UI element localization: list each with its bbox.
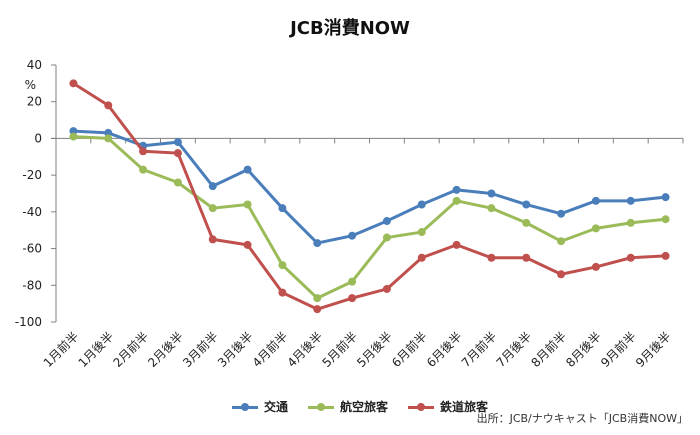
data-point: [417, 253, 426, 262]
data-point: [626, 253, 635, 262]
x-tick-label: 5月前半: [319, 329, 360, 370]
data-point: [278, 204, 287, 213]
legend-item: 交通: [232, 398, 288, 415]
series-line: [73, 135, 666, 300]
y-tick-label: 0: [34, 131, 42, 145]
x-tick-label: 4月前半: [249, 329, 290, 370]
data-point: [452, 240, 461, 249]
legend-swatch: [408, 402, 435, 412]
x-tick-label: 2月後半: [145, 329, 186, 370]
x-tick-label: 2月前半: [110, 329, 151, 370]
x-tick-label: 6月前半: [388, 329, 429, 370]
data-point: [208, 182, 217, 191]
series-line: [72, 82, 666, 311]
chart-title: JCB消費NOW: [290, 18, 410, 39]
x-tick-label: 1月後半: [76, 329, 117, 370]
chart-legend: 交通 航空旅客 鉄道旅客: [232, 398, 488, 415]
y-tick-label: -40: [22, 205, 42, 219]
x-tick-label: 8月前半: [528, 329, 569, 370]
data-point: [487, 189, 496, 198]
data-point: [104, 101, 113, 110]
data-point: [591, 196, 600, 205]
data-point: [243, 240, 252, 249]
data-point: [69, 127, 78, 136]
y-tick-label: 20: [27, 95, 42, 109]
data-point: [591, 224, 600, 233]
data-point: [452, 185, 461, 194]
x-tick-label: 9月前半: [597, 329, 638, 370]
data-point: [522, 253, 531, 262]
data-point: [557, 270, 566, 279]
y-tick-label: -100: [15, 315, 42, 329]
data-point: [452, 196, 461, 205]
data-point: [382, 284, 391, 293]
data-point: [661, 215, 670, 224]
data-point: [173, 178, 182, 187]
data-point: [661, 251, 670, 260]
data-point: [487, 253, 496, 262]
data-point: [139, 147, 148, 156]
data-point: [313, 305, 322, 314]
data-point: [591, 262, 600, 271]
data-point: [522, 200, 531, 209]
data-point: [208, 204, 217, 213]
data-point: [417, 228, 426, 237]
x-tick-label: 6月後半: [424, 329, 465, 370]
data-point: [243, 200, 252, 209]
legend-swatch: [232, 402, 258, 412]
y-tick-label: -60: [22, 242, 42, 256]
y-tick-label: 40: [27, 58, 42, 72]
data-point: [382, 233, 391, 242]
y-tick-label: -80: [22, 278, 42, 292]
legend-item: 航空旅客: [308, 398, 388, 415]
data-point: [557, 237, 566, 246]
data-point: [104, 134, 113, 143]
data-point: [104, 128, 113, 137]
data-point: [278, 261, 287, 270]
data-point: [522, 218, 531, 227]
data-point: [208, 235, 217, 244]
data-point: [382, 217, 391, 226]
x-tick-label: 1月前半: [40, 329, 81, 370]
legend-label: 交通: [264, 400, 289, 414]
legend-label: 航空旅客: [340, 400, 389, 414]
y-axis-unit: %: [25, 78, 36, 92]
data-point: [626, 196, 635, 205]
data-point: [487, 204, 496, 213]
x-tick-label: 4月後半: [285, 329, 326, 370]
data-point: [313, 239, 322, 248]
data-point: [417, 200, 426, 209]
data-point: [278, 288, 287, 297]
data-point: [661, 193, 670, 202]
data-point: [626, 218, 635, 227]
x-tick-label: 8月後半: [563, 329, 604, 370]
data-point: [243, 165, 252, 174]
data-point: [69, 79, 78, 88]
data-point: [348, 277, 357, 286]
series-line: [73, 129, 666, 245]
x-tick-label: 9月後半: [633, 329, 674, 370]
data-point: [348, 294, 357, 303]
data-point: [313, 294, 322, 303]
data-point: [557, 209, 566, 218]
data-point: [69, 132, 78, 141]
y-tick-label: -20: [22, 168, 42, 182]
x-tick-label: 7月前半: [458, 329, 499, 370]
data-point: [139, 165, 148, 174]
data-point: [173, 149, 182, 158]
legend-swatch: [308, 402, 335, 412]
x-tick-label: 7月後半: [494, 329, 535, 370]
x-tick-label: 3月後半: [215, 329, 256, 370]
source-note: 出所：JCB/ナウキャスト「JCB消費NOW」: [476, 412, 688, 425]
legend-label: 鉄道旅客: [440, 400, 489, 414]
data-point: [173, 138, 182, 147]
legend-item: 鉄道旅客: [408, 398, 488, 415]
data-point: [348, 231, 357, 240]
x-tick-label: 5月後半: [354, 329, 395, 370]
x-tick-label: 3月前半: [179, 329, 220, 370]
